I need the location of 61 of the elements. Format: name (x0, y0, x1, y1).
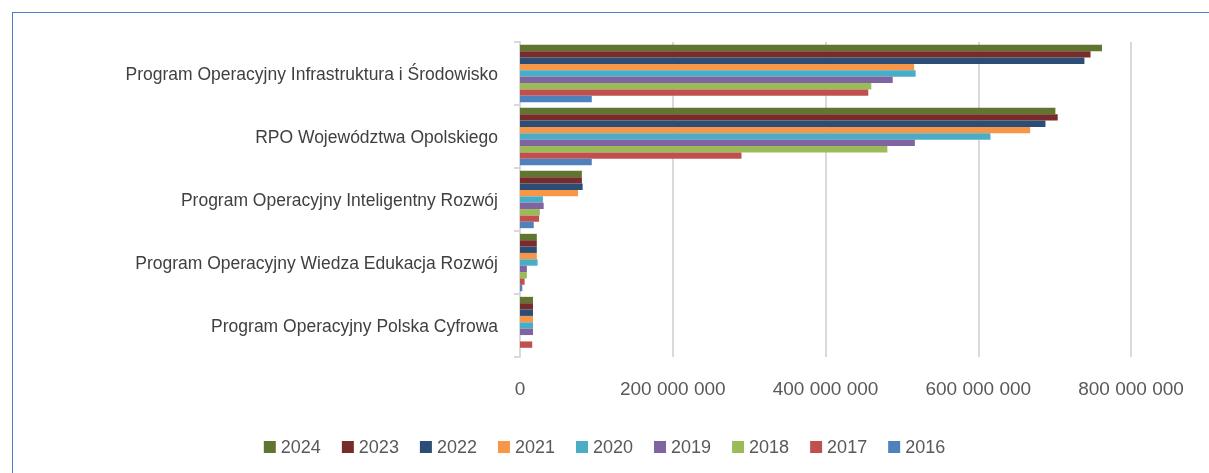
legend-label: 2024 (280, 437, 321, 457)
bar (520, 89, 869, 96)
bar (520, 107, 1056, 115)
bar (520, 322, 533, 329)
y-tick-label: RPO Województwa Opolskiego (255, 126, 498, 147)
bar (520, 296, 533, 304)
bar (520, 240, 537, 247)
bar (520, 70, 916, 77)
bar (520, 177, 582, 184)
bar (520, 233, 537, 241)
bar (520, 209, 540, 216)
bar (520, 328, 533, 336)
bar (520, 221, 534, 229)
y-tick-label: Program Operacyjny Wiedza Edukacja Rozwój (135, 252, 498, 273)
bar (520, 152, 742, 159)
bar (520, 189, 579, 197)
bar (520, 183, 583, 190)
bar (520, 139, 915, 147)
bar (520, 196, 543, 203)
bar (520, 95, 592, 103)
bar (520, 303, 533, 310)
x-tick-label: 0 (514, 378, 526, 399)
bar (520, 278, 525, 285)
bar (520, 133, 991, 140)
bar (520, 83, 872, 90)
bar (520, 76, 893, 84)
y-tick-label: Program Operacyjny Polska Cyfrowa (211, 315, 499, 336)
bar (520, 272, 527, 279)
bar (520, 265, 527, 273)
bar (520, 252, 537, 260)
y-tick-label: Program Operacyjny Infrastruktura i Środowisko (125, 62, 498, 84)
x-tick-label: 400 000 000 (772, 378, 879, 399)
legend-label: 2018 (749, 437, 790, 457)
bar (520, 51, 1091, 58)
bar (520, 146, 888, 153)
bar (520, 309, 533, 316)
bar (520, 202, 544, 210)
legend-label: 2020 (592, 437, 634, 457)
x-tick-label: 200 000 000 (619, 378, 726, 399)
bar (520, 120, 1046, 127)
bar (520, 126, 1031, 134)
legend-label: 2017 (827, 437, 868, 457)
legend-label: 2023 (358, 437, 399, 457)
bar (520, 57, 1085, 64)
legend-label: 2022 (436, 437, 477, 457)
bar (520, 341, 533, 348)
bar (520, 114, 1058, 121)
bar (520, 158, 592, 166)
x-tick-label: 800 000 000 (1078, 378, 1184, 399)
x-tick-label: 600 000 000 (925, 378, 1032, 399)
bar (520, 63, 915, 71)
bar (520, 44, 1102, 52)
bar (520, 315, 533, 323)
bar (520, 215, 540, 222)
legend-label: 2019 (671, 437, 712, 457)
legend-label: 2021 (514, 437, 555, 457)
bar (520, 170, 582, 178)
legend-label: 2016 (905, 437, 946, 457)
bar (520, 259, 538, 266)
y-tick-label: Program Operacyjny Inteligentny Rozwój (180, 189, 498, 210)
bar (520, 246, 537, 253)
